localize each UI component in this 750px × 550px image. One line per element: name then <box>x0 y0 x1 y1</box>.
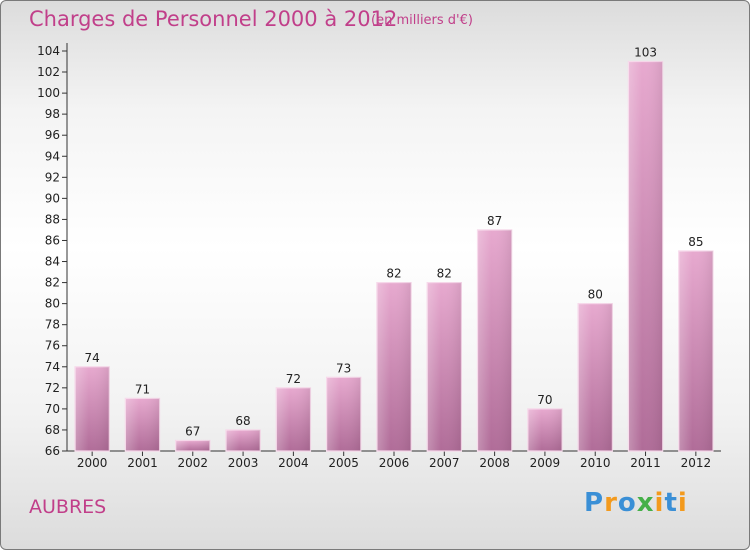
x-tick-label: 2006 <box>379 456 410 470</box>
chart-subtitle: (en milliers d'€) <box>371 13 473 28</box>
bar-value-label: 67 <box>185 424 200 438</box>
x-tick-label: 2002 <box>177 456 208 470</box>
bar-shade <box>276 387 311 451</box>
y-tick-label: 82 <box>45 276 60 290</box>
y-tick-label: 74 <box>45 360 60 374</box>
y-tick-label: 76 <box>45 339 60 353</box>
y-tick-label: 102 <box>37 65 60 79</box>
y-tick-label: 100 <box>37 86 60 100</box>
place-name: AUBRES <box>29 496 107 518</box>
y-tick-label: 72 <box>45 381 60 395</box>
bar-value-label: 103 <box>634 46 657 60</box>
y-tick-label: 66 <box>45 444 60 458</box>
bar-shade <box>578 303 613 451</box>
bar-value-label: 85 <box>688 235 703 249</box>
bar-shade <box>125 398 160 451</box>
bar-shade <box>376 282 412 451</box>
y-tick-label: 70 <box>45 402 60 416</box>
proxiti-logo: Proxiti <box>584 488 688 518</box>
bar-value-label: 68 <box>235 414 250 428</box>
bar-shade <box>427 282 462 451</box>
x-tick-label: 2009 <box>530 456 561 470</box>
bar-value-label: 71 <box>135 382 150 396</box>
bar-shade <box>75 366 110 451</box>
y-tick-label: 92 <box>45 170 60 184</box>
bar-value-label: 82 <box>437 267 452 281</box>
bar-value-label: 72 <box>286 372 301 386</box>
bar-value-label: 70 <box>537 393 552 407</box>
bar-value-label: 80 <box>588 288 603 302</box>
bar-shade <box>678 251 713 451</box>
bar-shade <box>628 61 663 452</box>
x-tick-label: 2005 <box>328 456 359 470</box>
y-tick-label: 84 <box>45 255 60 269</box>
x-tick-label: 2001 <box>127 456 158 470</box>
y-axis: 66 68 70 72 74 76 78 80 82 84 86 88 90 92 94 96 98 100 102… <box>37 43 68 458</box>
bar-value-label: 82 <box>386 267 401 281</box>
y-tick-label: 88 <box>45 212 60 226</box>
y-tick-label: 96 <box>45 128 60 142</box>
y-tick-label: 90 <box>45 191 60 205</box>
bars: 74 71 67 68 72 73 82 82 87 70 80 103 85 <box>74 46 714 452</box>
x-tick-label: 2011 <box>630 456 661 470</box>
y-tick-label: 98 <box>45 107 60 121</box>
y-tick-label: 86 <box>45 233 60 247</box>
y-tick-label: 104 <box>37 44 60 58</box>
y-tick-label: 68 <box>45 423 60 437</box>
x-tick-label: 2003 <box>228 456 259 470</box>
bar-shade <box>225 429 261 451</box>
bar-value-label: 73 <box>336 361 351 375</box>
x-tick-label: 2004 <box>278 456 309 470</box>
x-tick-label: 2008 <box>479 456 510 470</box>
bar-shade <box>477 229 512 451</box>
x-tick-label: 2007 <box>429 456 460 470</box>
bar-shade <box>326 377 361 451</box>
bar-shade <box>175 440 210 451</box>
y-tick-label: 78 <box>45 318 60 332</box>
bar-value-label: 74 <box>85 351 100 365</box>
y-tick-label: 80 <box>45 297 60 311</box>
chart-title: Charges de Personnel 2000 à 2012 <box>29 7 398 31</box>
x-axis: 2000 2001 2002 2003 2004 2005 2006 2007 2008 2009… <box>67 450 721 470</box>
bar-shade <box>527 408 563 451</box>
bar-value-label: 87 <box>487 214 502 228</box>
x-tick-label: 2010 <box>580 456 611 470</box>
x-tick-label: 2000 <box>77 456 108 470</box>
x-tick-label: 2012 <box>681 456 712 470</box>
y-tick-label: 94 <box>45 149 60 163</box>
